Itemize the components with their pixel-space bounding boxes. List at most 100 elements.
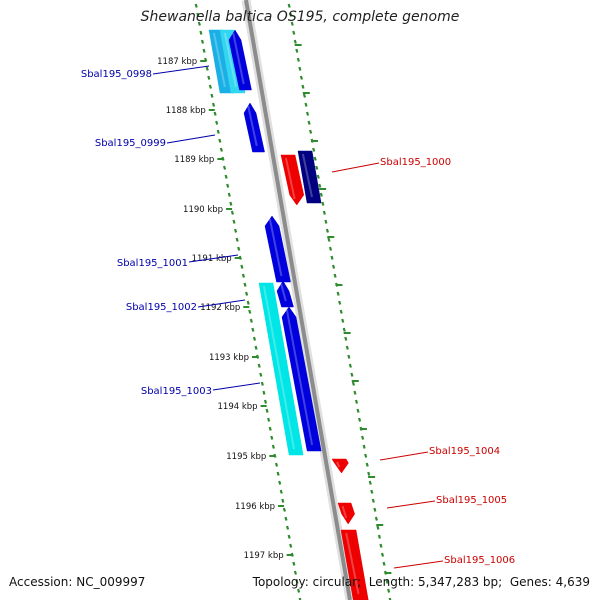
outer-tick-dot (342, 327, 346, 332)
outer-tick-dot (351, 381, 355, 386)
gene-label: Sbal195_1004 (429, 446, 500, 457)
inner-tick-dot (295, 579, 299, 584)
tick-label: 1196 kbp (235, 502, 275, 512)
map-title: Shewanella baltica OS195, complete genom… (140, 9, 460, 25)
tick-label: 1187 kbp (157, 57, 197, 67)
outer-tick-dot (315, 165, 319, 170)
gene-callout-line (166, 134, 216, 144)
inner-tick-dot (219, 147, 223, 152)
outer-tick-dot (367, 471, 371, 476)
outer-tick-dot (348, 363, 352, 368)
gene-sbal195-1006-shade (345, 532, 360, 595)
inner-tick-dot (222, 165, 227, 170)
outer-tick-dot (371, 498, 375, 503)
inner-tick-dot (197, 21, 201, 26)
gene-sbal195-1000 (280, 154, 305, 206)
inner-tick-dot (259, 372, 263, 377)
inner-tick-dot (226, 183, 230, 188)
gene-sbal195-0999-shade (247, 105, 258, 147)
outer-tick-dot (344, 336, 348, 341)
length-label: Length: (368, 575, 415, 589)
outer-tick-dot (307, 120, 311, 125)
outer-tick-dot (305, 111, 310, 116)
tick-label: 1194 kbp (218, 402, 258, 412)
accession-label: Accession: (9, 575, 73, 589)
gene-callout-line (386, 500, 436, 509)
gene-label: Sbal195_1002 (126, 302, 197, 313)
inner-tick-dot (243, 282, 247, 287)
outer-tick-dot (353, 390, 357, 395)
gene-sbal195-1004-shade (336, 461, 341, 468)
inner-tick-dot (284, 516, 288, 521)
inner-tick-dot (297, 588, 301, 593)
tick-label: 1192 kbp (200, 303, 240, 313)
inner-tick-dot (263, 399, 268, 404)
inner-tick-dot (229, 201, 233, 206)
genes-value: 4,639 (555, 575, 590, 589)
inner-tick-dot (211, 102, 216, 107)
inner-tick-dot (248, 309, 252, 314)
inner-tick-dot (245, 291, 249, 296)
inner-tick-dot (194, 3, 198, 8)
inner-tick-dot (215, 120, 219, 125)
outer-tick-dot (304, 102, 308, 107)
outer-tick-dot (376, 525, 380, 530)
gene-sbal195-1002-upper (276, 280, 294, 308)
inner-tick-dot (230, 210, 234, 215)
inner-tick-dot (237, 246, 241, 251)
tick-label: 1193 kbp (209, 353, 249, 363)
inner-tick-dot (213, 111, 217, 116)
outer-tick-dot (293, 39, 297, 44)
backbone-line (244, 0, 352, 600)
gene-sbal195-1004 (331, 458, 349, 474)
outer-tick-dot (365, 462, 369, 467)
gene-sbal195-1000-partner-shade (301, 153, 313, 198)
inner-tick-dot (216, 129, 220, 134)
outer-tick-dot (318, 183, 322, 188)
inner-tick-dot (285, 525, 290, 530)
inner-tick-dot (281, 498, 285, 503)
outer-tick-dot (330, 255, 334, 260)
inner-tick-dot (279, 489, 283, 494)
inner-tick-dot (293, 570, 297, 575)
tick-label: 1197 kbp (244, 551, 284, 561)
outer-tick-dot (338, 300, 342, 305)
inner-tick-dot (208, 84, 212, 89)
inner-tick-dot (254, 345, 258, 350)
gene-callout-line (331, 162, 380, 173)
gene-sbal195-0998-strand (228, 29, 252, 91)
outer-tick-dot (336, 291, 340, 296)
inner-tick-dot (276, 471, 280, 476)
outer-tick-dot (327, 237, 331, 242)
gene-sbal195-1002 (258, 282, 304, 456)
inner-tick-dot (200, 39, 205, 44)
inner-tick-dot (240, 264, 244, 269)
genome-stats: Topology: circular; Length: 5,347,283 bp… (252, 575, 590, 589)
outer-tick-dot (319, 192, 323, 197)
outer-tick-dot (368, 480, 372, 485)
gene-sbal195-0998-strand-shade (232, 32, 245, 85)
tick-label: 1188 kbp (166, 106, 206, 116)
inner-tick-dot (235, 237, 239, 242)
outer-tick-dot (325, 228, 329, 233)
inner-tick-dot (246, 300, 250, 305)
inner-tick-dot (251, 327, 255, 332)
gene-sbal195-1006 (340, 529, 369, 600)
outer-tick-dot (356, 408, 360, 413)
inner-tick-dot (241, 273, 246, 278)
outer-tick-dot (341, 318, 345, 323)
inner-tick-dot (287, 534, 291, 539)
inner-tick-dot (207, 75, 211, 80)
outer-tick-dot (387, 588, 391, 593)
outer-tick-dot (370, 489, 374, 494)
inner-tick-dot (271, 444, 275, 449)
gene-sbal195-0998-part-shade (212, 32, 226, 88)
gene-label: Sbal195_0998 (81, 69, 152, 80)
outer-tick-dot (345, 345, 349, 350)
inner-tick-dot (202, 48, 206, 53)
gene-sbal195-1000-partner (297, 150, 322, 204)
outer-tick-dot (292, 30, 296, 35)
outer-tick-dot (382, 561, 386, 566)
